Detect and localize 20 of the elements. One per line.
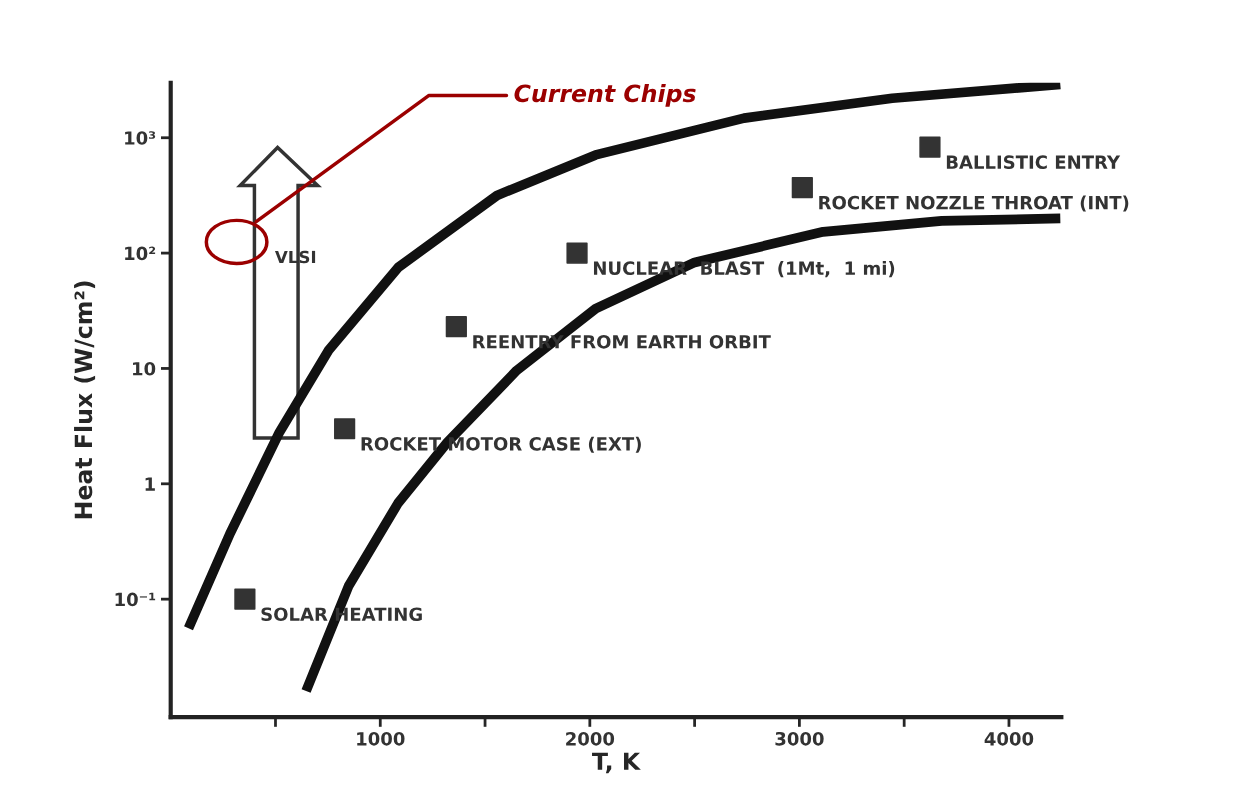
x-axis-title: T, K: [592, 752, 641, 774]
point: [919, 136, 941, 158]
point: [445, 316, 467, 338]
annotation: ROCKET NOZZLE THROAT (INT): [819, 195, 1129, 212]
y-tick-label: 10³: [125, 131, 156, 145]
x-tick-label: 1000: [357, 731, 405, 746]
x-tick-label: 4000: [984, 731, 1034, 746]
x-tick-label: 2000: [566, 731, 615, 746]
y-tick-label: 10²: [125, 246, 156, 261]
x-tick-label: 3000: [775, 731, 824, 746]
y-tick-label: 10: [133, 361, 156, 376]
y-tick-label: 1: [145, 477, 155, 491]
annotation: Current Chips: [514, 83, 696, 107]
annotation: BALLISTIC ENTRY: [946, 155, 1121, 169]
y-axis-title: Heat Flux (W/cm²): [74, 281, 96, 519]
point: [234, 588, 256, 610]
point: [791, 176, 813, 199]
point: [334, 418, 356, 440]
point: [566, 242, 588, 264]
y-tick-label: 10⁻¹: [115, 592, 156, 607]
